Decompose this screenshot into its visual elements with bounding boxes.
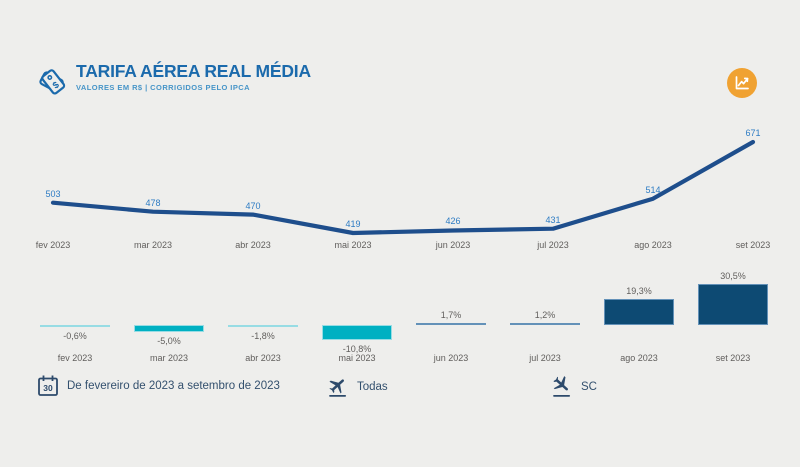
svg-text:30: 30 bbox=[43, 383, 53, 393]
bar-x-axis-label: mar 2023 bbox=[149, 353, 189, 363]
destination-uf-filter[interactable]: SC bbox=[551, 376, 597, 398]
report-header: $ TARIFA AÉREA REAL MÉDIA VALORES EM R$ … bbox=[37, 62, 311, 102]
variation-bar[interactable] bbox=[40, 325, 110, 327]
line-x-axis-label: jun 2023 bbox=[435, 240, 471, 250]
price-tags-icon: $ bbox=[39, 69, 66, 95]
svg-text:$: $ bbox=[51, 79, 62, 91]
page-title: TARIFA AÉREA REAL MÉDIA bbox=[76, 61, 311, 81]
variation-bar[interactable] bbox=[416, 322, 486, 325]
line-x-axis-label: abr 2023 bbox=[235, 240, 271, 250]
bar-x-axis-label: abr 2023 bbox=[245, 353, 281, 363]
bar-x-axis-label: jun 2023 bbox=[433, 353, 469, 363]
bar-value-label: -0,6% bbox=[63, 331, 87, 341]
bar-value-label: 1,7% bbox=[440, 309, 462, 320]
destination-uf-label: SC bbox=[581, 381, 597, 393]
bar-x-axis-label: set 2023 bbox=[715, 353, 751, 363]
date-range-label: De fevereiro de 2023 a setembro de 2023 bbox=[67, 379, 280, 392]
line-x-axis-label: set 2023 bbox=[735, 240, 771, 250]
line-value-label: 470 bbox=[245, 200, 261, 211]
bar-value-label: -10,8% bbox=[342, 343, 372, 354]
fare-line[interactable] bbox=[50, 139, 756, 236]
bar-value-label: 30,5% bbox=[720, 270, 746, 281]
bar-x-axis-label: fev 2023 bbox=[57, 353, 93, 363]
page-subtitle: VALORES EM R$ | CORRIGIDOS PELO IPCA bbox=[76, 83, 251, 93]
variation-bar[interactable] bbox=[698, 283, 768, 325]
trend-line-chart-icon bbox=[735, 76, 749, 90]
variation-bar[interactable] bbox=[228, 325, 298, 328]
header-text: TARIFA AÉREA REAL MÉDIA VALORES EM R$ | … bbox=[76, 61, 311, 93]
line-x-axis-label: mar 2023 bbox=[133, 240, 173, 250]
line-x-axis-label: jul 2023 bbox=[537, 240, 569, 250]
line-value-label: 419 bbox=[345, 219, 361, 229]
line-value-label: 431 bbox=[545, 214, 561, 225]
variation-bar[interactable] bbox=[510, 323, 580, 325]
bar-value-label: 1,2% bbox=[534, 310, 556, 320]
variation-bar[interactable] bbox=[604, 298, 674, 325]
airline-filter[interactable]: Todas bbox=[327, 376, 388, 398]
plane-arrival-icon bbox=[551, 376, 573, 398]
bar-x-axis-label: mai 2023 bbox=[338, 353, 376, 363]
line-value-label: 503 bbox=[45, 188, 61, 199]
date-range-filter[interactable]: 30 De fevereiro de 2023 a setembro de 20… bbox=[37, 374, 280, 397]
bar-value-label: -5,0% bbox=[157, 335, 181, 346]
line-value-label: 426 bbox=[445, 216, 461, 227]
bar-x-axis-label: jul 2023 bbox=[529, 353, 561, 363]
line-x-axis-label: mai 2023 bbox=[334, 240, 372, 250]
bar-value-label: -1,8% bbox=[251, 331, 275, 342]
variation-bar[interactable] bbox=[322, 325, 392, 340]
airline-filter-label: Todas bbox=[357, 381, 388, 393]
line-x-axis-label: ago 2023 bbox=[634, 240, 672, 250]
variation-bar[interactable] bbox=[134, 325, 204, 332]
line-value-label: 478 bbox=[145, 197, 161, 208]
bar-value-label: 19,3% bbox=[626, 285, 652, 296]
trend-chart-badge[interactable] bbox=[727, 68, 757, 98]
bar-x-axis-label: ago 2023 bbox=[620, 353, 658, 363]
calendar-icon: 30 bbox=[37, 374, 59, 397]
plane-departure-icon bbox=[327, 376, 349, 398]
line-value-label: 514 bbox=[645, 184, 661, 195]
line-x-axis-label: fev 2023 bbox=[35, 240, 71, 250]
line-value-label: 671 bbox=[745, 128, 761, 139]
